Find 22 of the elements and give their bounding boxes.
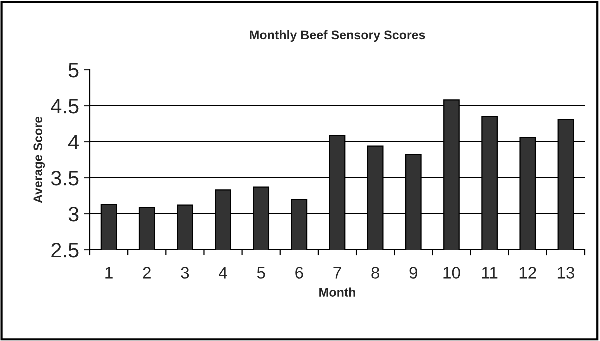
x-tick-label: 10	[444, 267, 460, 279]
x-tick-label: 11	[482, 267, 498, 279]
y-tick-label: 4	[68, 135, 79, 150]
chart-title: Monthly Beef Sensory Scores	[250, 30, 426, 42]
x-tick-label: 8	[372, 267, 380, 279]
x-tick-label: 1	[106, 267, 113, 279]
x-tick-label: 6	[296, 267, 304, 279]
x-tick-label: 2	[143, 267, 151, 279]
x-tick-label: 5	[257, 267, 266, 279]
y-tick-label: 3	[68, 207, 79, 222]
x-tick-label: 12	[520, 267, 536, 279]
x-tick-label: 4	[219, 267, 228, 279]
y-axis-title: Average Score	[34, 116, 46, 204]
y-tick-label: 4.5	[51, 99, 79, 114]
x-tick-label: 7	[334, 267, 342, 279]
y-tick-label: 2.5	[52, 243, 79, 258]
x-tick-label: 3	[181, 267, 190, 279]
x-axis-title: Month	[320, 288, 356, 297]
y-tick-label: 5	[68, 63, 79, 78]
y-tick-label: 3.5	[51, 171, 79, 186]
x-tick-label: 13	[558, 267, 574, 279]
x-tick-label: 9	[410, 267, 418, 279]
